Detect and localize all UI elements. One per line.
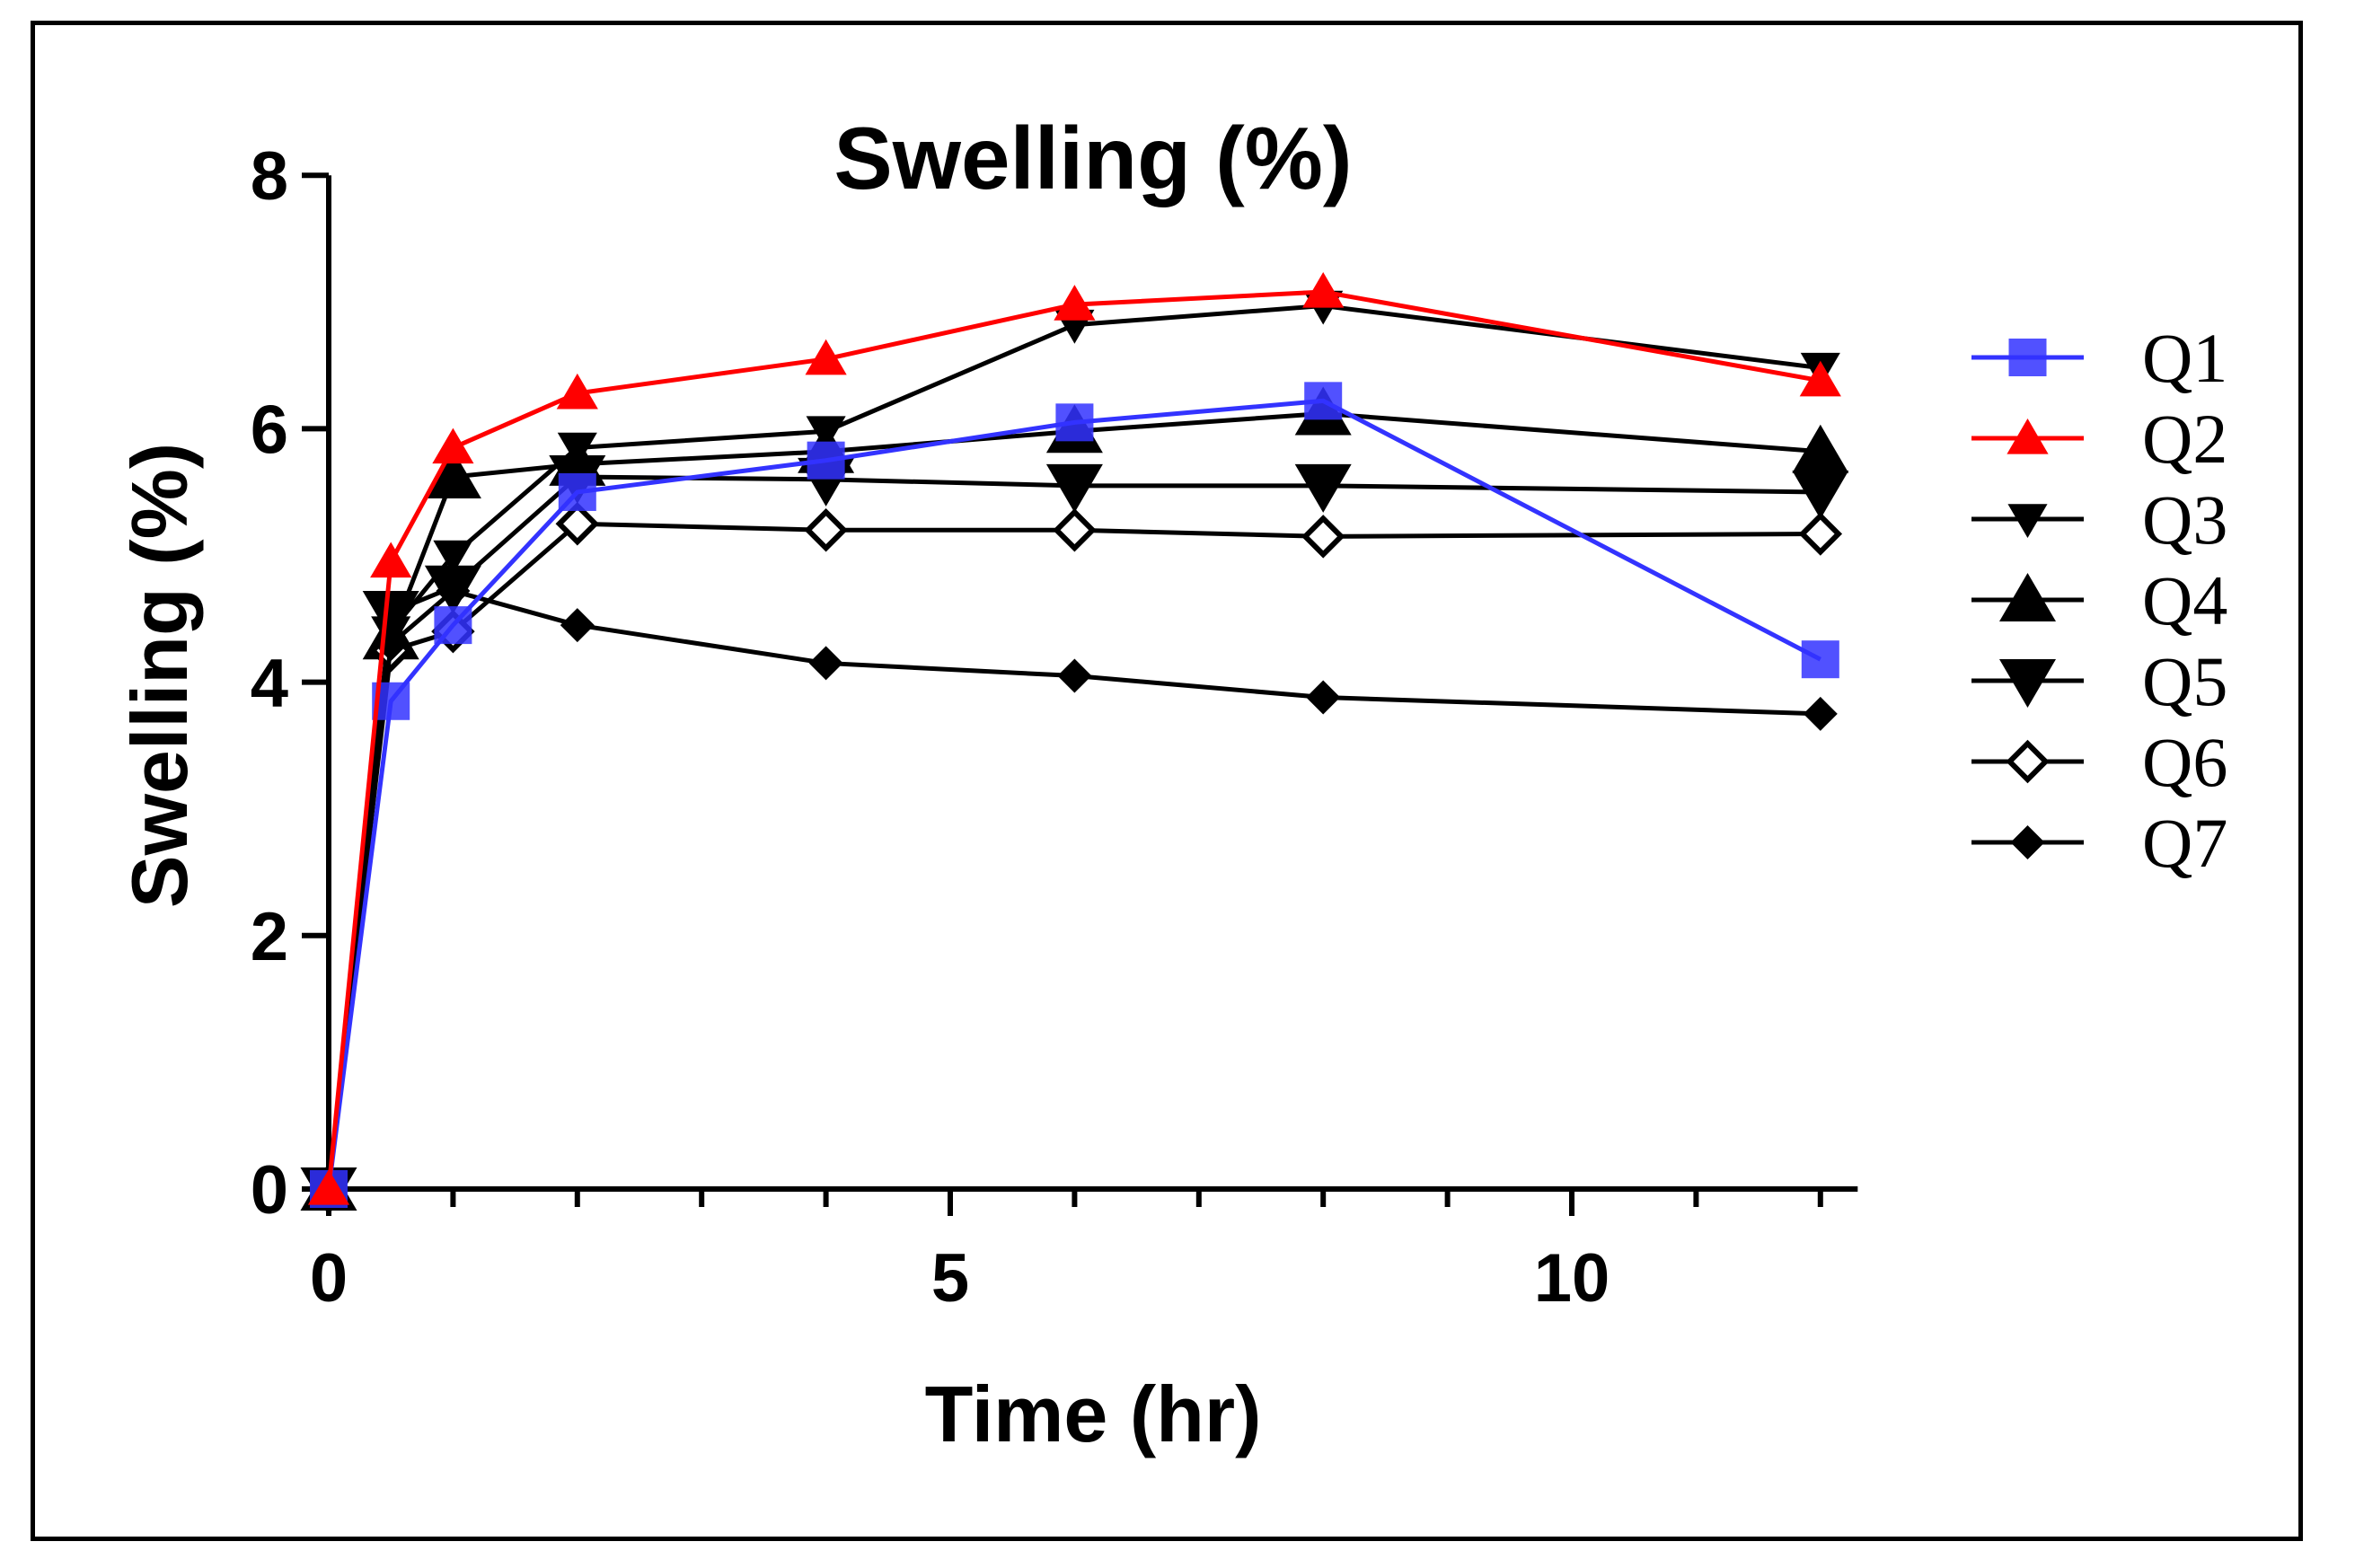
data-point-q1 bbox=[1304, 382, 1343, 420]
data-point-q7 bbox=[1057, 658, 1092, 693]
series-q1 bbox=[310, 382, 1839, 1208]
x-tick-label: 10 bbox=[1534, 1240, 1610, 1317]
data-point-q7 bbox=[1803, 696, 1838, 731]
data-point-q7 bbox=[808, 646, 843, 681]
chart-title: Swelling (%) bbox=[834, 109, 1352, 207]
data-point-q5 bbox=[362, 590, 419, 639]
legend-marker bbox=[1999, 573, 2056, 621]
series-line-q5 bbox=[326, 474, 1821, 1190]
legend-marker bbox=[2010, 825, 2045, 859]
data-point-q2 bbox=[370, 542, 412, 578]
legend-item-q3: Q3 bbox=[1971, 480, 2227, 559]
legend-item-q4: Q4 bbox=[1971, 561, 2227, 639]
legend-marker bbox=[2006, 739, 2050, 784]
y-axis-label: Swelling (%) bbox=[115, 443, 204, 908]
data-point-q5 bbox=[1792, 470, 1849, 519]
data-point-q4 bbox=[424, 450, 481, 499]
legend-item-q1: Q1 bbox=[1971, 319, 2227, 397]
legend-label: Q5 bbox=[2142, 642, 2227, 720]
data-point-q1 bbox=[1055, 403, 1094, 442]
y-tick-label: 0 bbox=[251, 1152, 288, 1229]
series-q6 bbox=[306, 501, 1843, 1211]
y-tick-label: 8 bbox=[251, 138, 288, 215]
data-point-q2 bbox=[307, 1169, 350, 1205]
legend-label: Q6 bbox=[2142, 723, 2227, 801]
data-point-q4 bbox=[1792, 424, 1849, 473]
data-point-q2 bbox=[1799, 360, 1841, 397]
legend-marker bbox=[2008, 339, 2047, 376]
series-line-q7 bbox=[326, 588, 1821, 1190]
series-q2 bbox=[307, 272, 1841, 1205]
data-point-q7 bbox=[560, 608, 595, 643]
data-point-q6 bbox=[1798, 512, 1843, 556]
data-point-q2 bbox=[1302, 272, 1345, 308]
data-point-q2 bbox=[805, 339, 847, 375]
series-q7 bbox=[312, 574, 1838, 1206]
y-tick-label: 6 bbox=[251, 392, 288, 468]
legend-label: Q7 bbox=[2142, 804, 2227, 882]
legend-label: Q3 bbox=[2142, 480, 2227, 559]
data-point-q6 bbox=[1301, 515, 1345, 559]
y-tick-label: 4 bbox=[251, 646, 288, 722]
data-point-q2 bbox=[556, 373, 598, 410]
y-tick-label: 2 bbox=[251, 899, 288, 975]
legend-marker bbox=[1999, 659, 2056, 708]
legend-label: Q1 bbox=[2142, 319, 2227, 397]
data-point-q1 bbox=[434, 606, 472, 645]
axes: 0 5 10 0 2 4 6 8 bbox=[251, 138, 1858, 1317]
data-point-q5 bbox=[1294, 463, 1352, 513]
data-point-q1 bbox=[1801, 640, 1839, 679]
series-q5 bbox=[300, 455, 1849, 1216]
legend-marker bbox=[2007, 418, 2049, 454]
legend-marker bbox=[2007, 504, 2048, 538]
series-line-q6 bbox=[326, 521, 1821, 1190]
data-point-q6 bbox=[804, 508, 848, 552]
legend-item-q5: Q5 bbox=[1971, 642, 2227, 720]
data-point-q3 bbox=[433, 540, 473, 575]
data-point-q1 bbox=[558, 472, 596, 511]
legend-item-q2: Q2 bbox=[1971, 400, 2227, 478]
data-point-q1 bbox=[807, 441, 845, 480]
data-point-q6 bbox=[1053, 508, 1097, 552]
x-tick-label: 0 bbox=[310, 1240, 348, 1317]
data-point-q2 bbox=[432, 427, 474, 464]
legend-item-q7: Q7 bbox=[1971, 804, 2227, 882]
data-point-q5 bbox=[1045, 463, 1103, 513]
legend-label: Q2 bbox=[2142, 400, 2227, 478]
data-point-q6 bbox=[555, 501, 600, 546]
data-point-q7 bbox=[1306, 680, 1341, 715]
legend-label: Q4 bbox=[2142, 561, 2227, 639]
data-point-q2 bbox=[1054, 285, 1096, 321]
chart-frame bbox=[31, 21, 2303, 1541]
x-axis-label: Time (hr) bbox=[925, 1370, 1262, 1458]
series-line-q2 bbox=[326, 289, 1821, 1190]
series-layer bbox=[300, 272, 1849, 1216]
data-point-q7 bbox=[436, 574, 471, 609]
x-tick-label: 5 bbox=[931, 1240, 969, 1317]
legend-item-q6: Q6 bbox=[1971, 723, 2227, 801]
